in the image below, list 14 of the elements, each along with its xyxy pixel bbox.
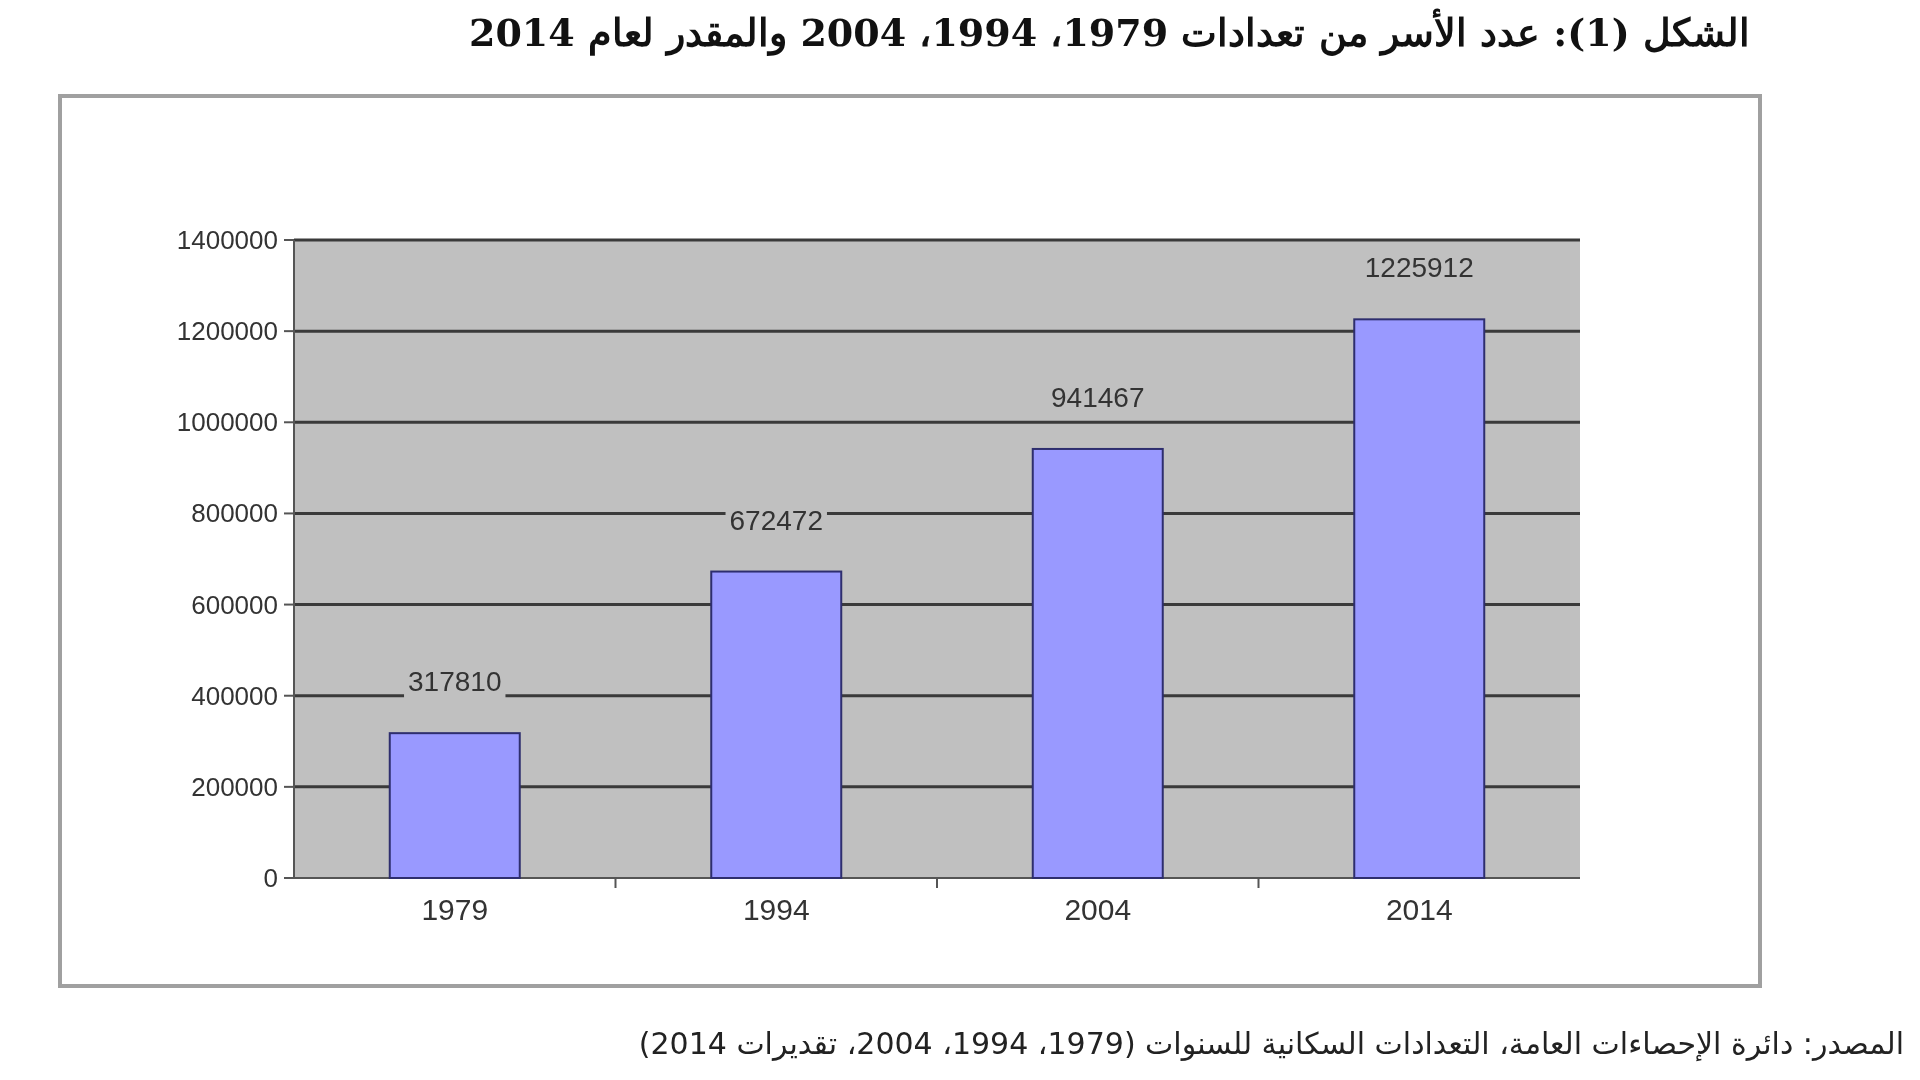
- y-tick-label: 1000000: [176, 407, 278, 438]
- x-tick-label: 1994: [742, 893, 810, 926]
- title: الشكل (1): عدد الأسر من تعدادات 1979، 1994، 2004 والمقدر لعام 2014: [468, 10, 1750, 55]
- x-tick-label: 2014: [1385, 893, 1453, 926]
- y-tick-label: 0: [263, 863, 278, 893]
- y-tick-label: 200000: [191, 771, 278, 802]
- y-tick-label: 1400000: [176, 225, 278, 255]
- y-tick-label: 800000: [191, 498, 278, 529]
- y-tick-label: 400000: [191, 680, 278, 711]
- x-tick-label: 1979: [421, 893, 489, 926]
- y-tick-label: 1200000: [176, 316, 278, 347]
- annotation: المصدر: دائرة الإحصاءات العامة، التعدادات السكانية للسنوات (1979، 1994، 2004، تقديرات 2014): [638, 1026, 1904, 1061]
- y-tick-label: 600000: [191, 589, 278, 620]
- x-tick-label: 2004: [1064, 893, 1132, 926]
